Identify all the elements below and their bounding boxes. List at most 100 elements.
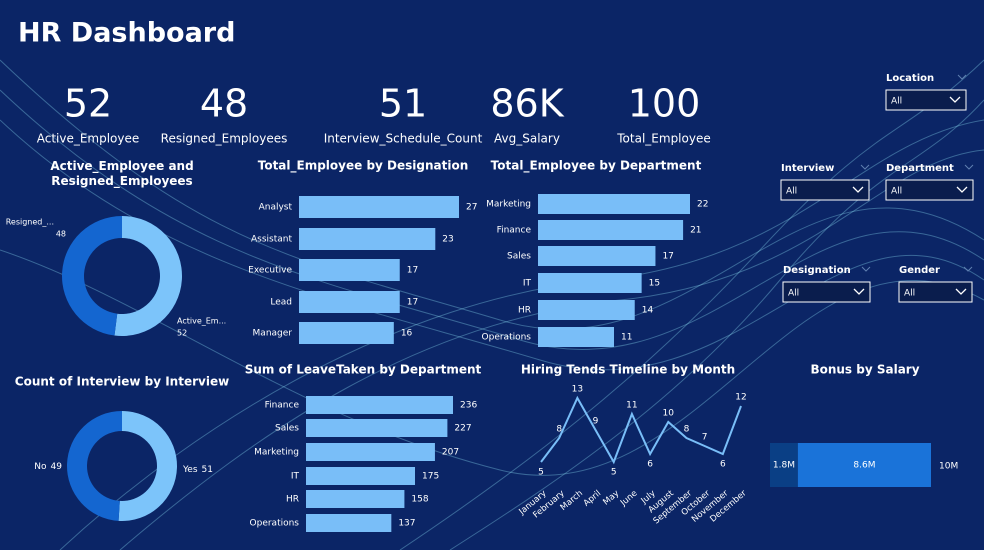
slicer-dropdown[interactable]: All: [782, 281, 871, 303]
kpi-value: 86K: [490, 82, 564, 126]
dropdown-chevron: [949, 96, 961, 103]
bar: [306, 443, 435, 461]
category-label: Manager: [253, 329, 293, 339]
value-label: 7: [702, 433, 708, 443]
bar: [538, 327, 614, 347]
line: [540, 395, 742, 465]
chart-title: Count of Interview by Interview: [15, 375, 229, 389]
dropdown-value: All: [904, 289, 915, 299]
slicer-label: Interview: [781, 163, 834, 174]
value-label: 1.8M: [773, 461, 795, 471]
slicer-chevron: [957, 74, 967, 80]
value-label: 17: [407, 266, 418, 276]
slicer-dropdown[interactable]: All: [885, 89, 967, 111]
value-label: 9: [593, 417, 599, 427]
value-label: 11: [621, 333, 632, 343]
category-label: Finance: [497, 226, 532, 236]
value-label: 6: [647, 460, 653, 470]
bar: [306, 514, 392, 532]
kpi-label: Active_Employee: [37, 132, 140, 146]
value-label: 207: [442, 448, 459, 458]
slice-category: Yes: [182, 465, 198, 475]
dropdown-chevron: [852, 186, 864, 193]
bar: [299, 291, 400, 313]
dropdown-box: [898, 281, 973, 303]
value-label: 8.6M: [853, 461, 875, 471]
slice-label: Active_Em...: [177, 317, 226, 326]
slicer-chevron: [963, 266, 973, 272]
kpi-label: Total_Employee: [616, 132, 710, 146]
dropdown-value: All: [786, 187, 797, 197]
donut-slice: [61, 216, 122, 336]
dropdown-value: All: [891, 187, 902, 197]
kpi-label: Avg_Salary: [494, 132, 560, 146]
dashboard-title: HR Dashboard: [18, 18, 235, 49]
category-label: Executive: [248, 266, 292, 276]
chart-title: Hiring Tends Timeline by Month: [521, 363, 735, 377]
category-label: Sales: [275, 424, 299, 434]
slicer-label: Designation: [783, 265, 851, 276]
slicer-dropdown[interactable]: All: [898, 281, 973, 303]
value-label: 227: [454, 424, 471, 434]
bar: [299, 196, 459, 218]
bar: [538, 246, 656, 266]
bar: [306, 490, 405, 508]
value-label: 236: [460, 401, 477, 411]
chart-title: Active_Employee and Resigned_Employees: [50, 159, 194, 188]
donut-slice: [114, 216, 182, 336]
value-label: 16: [401, 329, 413, 339]
slice-value: 52: [177, 329, 187, 338]
slicer-label: Department: [886, 163, 954, 174]
category-label: Marketing: [254, 448, 299, 458]
kpi-value: 48: [200, 82, 248, 126]
bar-segment: [797, 443, 931, 487]
dropdown-chevron: [853, 288, 865, 295]
slicer-label: Gender: [899, 265, 940, 276]
category-label: Assistant: [251, 235, 292, 245]
category-label: Finance: [265, 401, 300, 411]
slicer-chevron: [860, 164, 870, 170]
value-label: 6: [720, 460, 726, 470]
value-label: 23: [442, 235, 453, 245]
value-label: 5: [538, 468, 544, 478]
kpi-label: Resigned_Employees: [161, 132, 288, 146]
dropdown-chevron: [956, 186, 968, 193]
value-label: 14: [642, 306, 654, 316]
chart-title-box: Active_Employee and Resigned_Employees: [50, 159, 194, 188]
value-label: 137: [398, 519, 415, 529]
value-label: 17: [407, 298, 418, 308]
bar: [299, 228, 436, 250]
total-label: 10M: [939, 462, 958, 472]
dropdown-box: [782, 281, 871, 303]
value-label: 27: [466, 203, 477, 213]
value-label: 13: [572, 385, 583, 395]
slice-label: Resigned_...: [6, 218, 54, 227]
slice-value: 51: [202, 465, 213, 475]
kpi-value: 51: [379, 82, 427, 126]
slicer-dropdown[interactable]: All: [780, 179, 870, 201]
bar: [538, 220, 684, 240]
category-label: Marketing: [486, 200, 531, 210]
slice-value: 48: [56, 230, 66, 239]
dropdown-box: [885, 179, 974, 201]
category-label: Operations: [482, 333, 532, 343]
slice-label: Yes 51: [182, 465, 213, 475]
dropdown-box: [885, 89, 967, 111]
category-label: HR: [518, 306, 531, 316]
donut-slice: [118, 411, 177, 521]
slice-label: No 49: [34, 462, 62, 472]
kpi-value: 52: [64, 82, 112, 126]
value-label: 11: [626, 401, 637, 411]
bar-segment: [770, 443, 798, 487]
chart-title: Total_Employee by Department: [491, 159, 702, 174]
value-label: 21: [690, 226, 701, 236]
slice-category: No: [34, 462, 47, 472]
slicer-dropdown[interactable]: All: [885, 179, 974, 201]
category-label: IT: [523, 279, 532, 289]
bar: [299, 322, 394, 344]
chart-title: Sum of LeaveTaken by Department: [245, 363, 482, 377]
value-label: 12: [735, 393, 746, 403]
dropdown-box: [780, 179, 870, 201]
value-label: 158: [411, 495, 428, 505]
